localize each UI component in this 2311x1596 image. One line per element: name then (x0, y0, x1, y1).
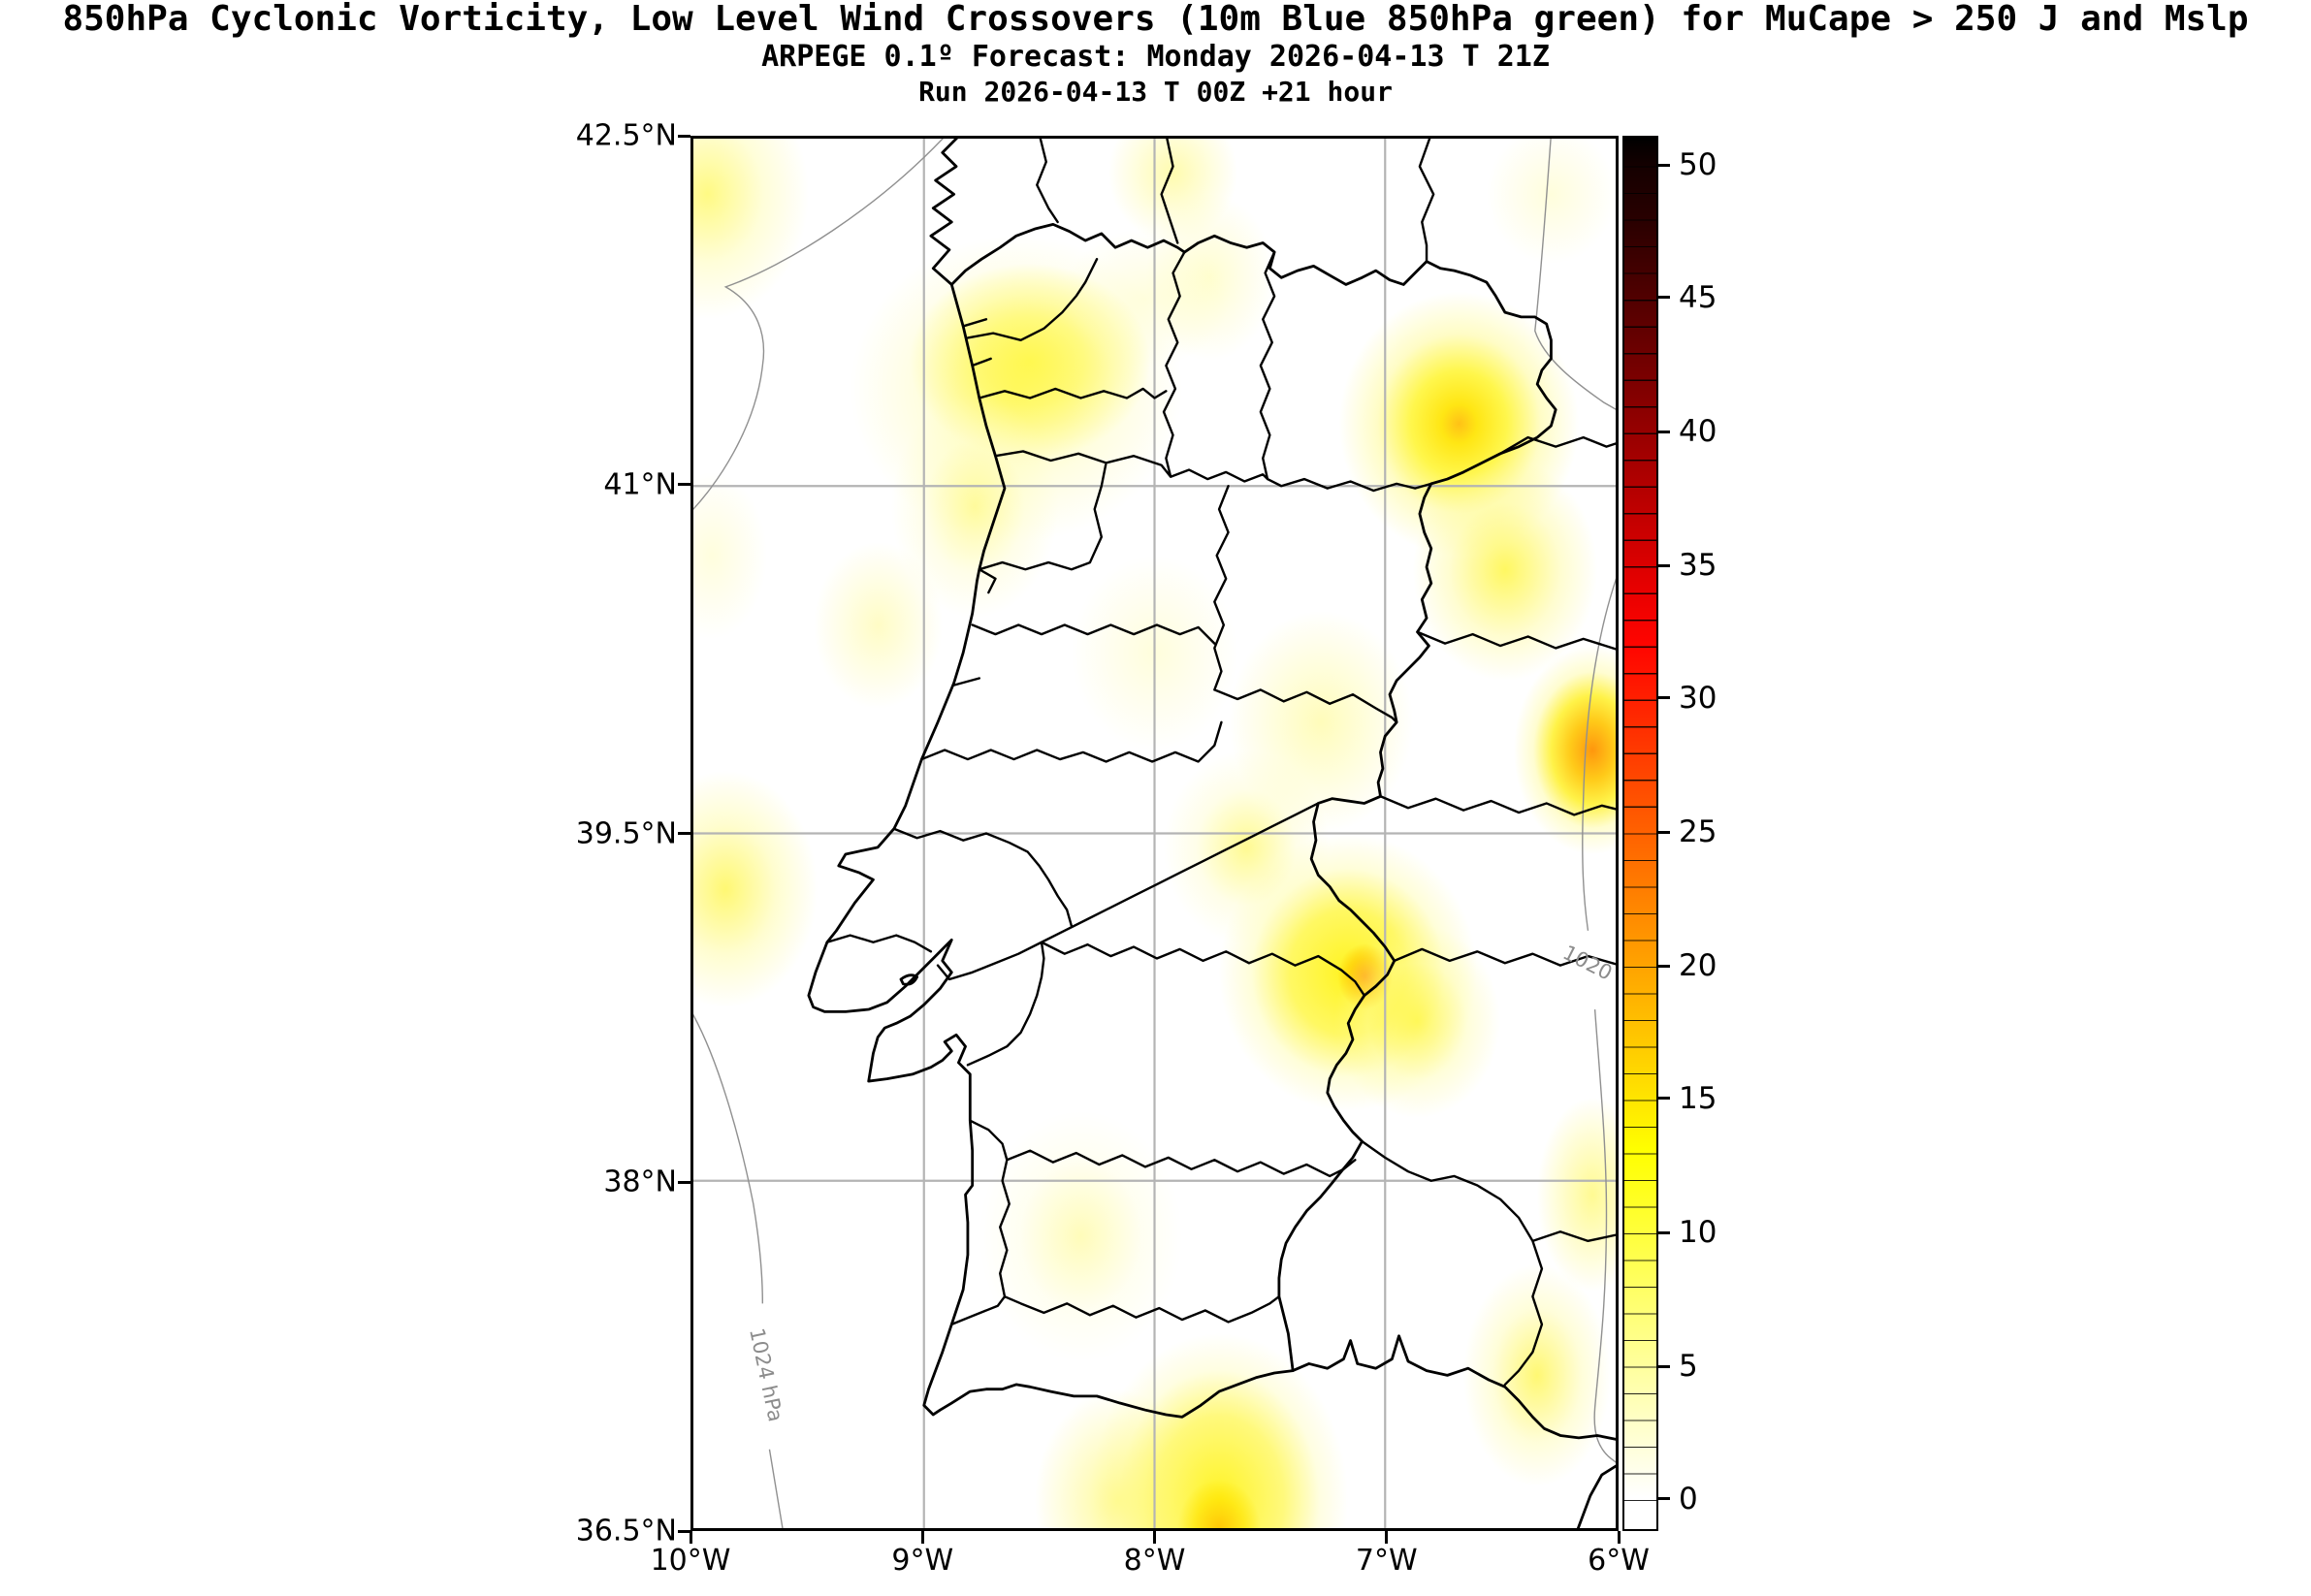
colorbar-tick-label: 45 (1679, 279, 1717, 315)
x-axis-tick-mark (1617, 1531, 1621, 1544)
vorticity-blob-right-mid-orange (1514, 646, 1616, 854)
colorbar-tick-label: 30 (1679, 680, 1717, 716)
colorbar-tick-label: 50 (1679, 147, 1717, 183)
district-boundaries (827, 252, 1431, 1325)
coastline-path (809, 139, 1616, 1528)
y-axis-tick-label: 38°N (603, 1165, 677, 1199)
colorbar-tick-label: 0 (1679, 1481, 1698, 1516)
vorticity-blob-west-coast-faint (693, 471, 768, 639)
colorbar-tick-mark (1657, 163, 1670, 167)
colorbar-tick-mark (1657, 296, 1670, 300)
vorticity-blob-beja-faint (979, 1111, 1183, 1362)
colorbar-segment-lines (1624, 140, 1656, 1524)
x-axis-tick-label: 9°W (891, 1544, 954, 1578)
vorticity-heatmap-layer (693, 139, 1616, 1528)
y-axis-tick-label: 36.5°N (575, 1514, 677, 1548)
colorbar-tick-label: 40 (1679, 414, 1717, 450)
colorbar-tick-mark (1657, 1497, 1670, 1501)
map-svg (693, 139, 1616, 1528)
colorbar-tick-mark (1657, 563, 1670, 567)
colorbar-tick-mark (1657, 430, 1670, 433)
vorticity-blob-evora-se (1333, 923, 1501, 1119)
colorbar-tick-label: 25 (1679, 814, 1717, 850)
mslp-contour-1024 (693, 1007, 784, 1528)
mslp-contour-1020 (1535, 139, 1616, 1466)
y-axis-tick-mark (678, 1180, 690, 1184)
x-axis-tick-mark (1153, 1531, 1156, 1544)
y-axis-tick-label: 41°N (603, 467, 677, 502)
vorticity-blob-sea-lisbon (693, 771, 818, 1007)
colorbar-tick-mark (1657, 830, 1670, 834)
graticule-gridlines (693, 139, 1616, 1528)
x-axis-tick-label: 10°W (650, 1544, 731, 1578)
colorbar-tick-label: 35 (1679, 548, 1717, 584)
title-line-3: Run 2026-04-13 T 00Z +21 hour (918, 76, 1393, 108)
vorticity-blob-north-bridge (1062, 229, 1229, 368)
vorticity-blob-top-center-2 (1144, 194, 1275, 362)
colorbar-tick-mark (1657, 1097, 1670, 1101)
colorbar-tick-mark (1657, 964, 1670, 968)
colorbar (1622, 136, 1658, 1531)
x-axis-tick-mark (920, 1531, 924, 1544)
colorbar-tick-label: 10 (1679, 1215, 1717, 1251)
x-axis-tick-mark (689, 1531, 692, 1544)
title-block: 850hPa Cyclonic Vorticity, Low Level Win… (0, 2, 2311, 106)
y-axis-tick-mark (678, 483, 690, 487)
vorticity-blob-guadiana-south (1463, 1263, 1612, 1486)
vorticity-blob-guadiana-north (1537, 1097, 1616, 1293)
colorbar-tick-mark (1657, 696, 1670, 700)
x-axis-tick-label: 7°W (1355, 1544, 1418, 1578)
x-axis-tick-label: 8°W (1123, 1544, 1186, 1578)
mslp-contours (693, 139, 1616, 1528)
y-axis-tick-mark (678, 832, 690, 835)
vorticity-blob-south-west-ext (1034, 1389, 1202, 1528)
colorbar-tick-label: 20 (1679, 948, 1717, 984)
vorticity-blob-coast-tail (813, 541, 943, 709)
vorticity-blob-tl-corner (693, 139, 809, 320)
x-axis-tick-label: 6°W (1588, 1544, 1650, 1578)
title-line-1: 850hPa Cyclonic Vorticity, Low Level Win… (62, 0, 2249, 39)
vorticity-blob-ne-top-faint (1486, 139, 1616, 264)
mslp-contour-northwest (693, 139, 947, 514)
title-line-2: ARPEGE 0.1º Forecast: Monday 2026-04-13 … (761, 40, 1550, 74)
y-axis-tick-label: 42.5°N (575, 118, 677, 153)
colorbar-tick-label: 5 (1679, 1349, 1698, 1385)
spain-admin-boundaries (1037, 139, 1616, 1385)
colorbar-tick-label: 15 (1679, 1080, 1717, 1116)
country-border-path (951, 224, 1556, 1370)
y-axis-tick-mark (678, 134, 690, 138)
coastlines (809, 139, 1616, 1528)
y-axis-tick-label: 39.5°N (575, 816, 677, 850)
river-estuary-marks (954, 319, 996, 685)
y-axis-tick-mark (678, 1529, 690, 1533)
x-axis-tick-mark (1385, 1531, 1389, 1544)
map-panel: 1024 hPa 1020 (690, 136, 1619, 1531)
colorbar-tick-mark (1657, 1230, 1670, 1234)
colorbar-tick-mark (1657, 1364, 1670, 1368)
